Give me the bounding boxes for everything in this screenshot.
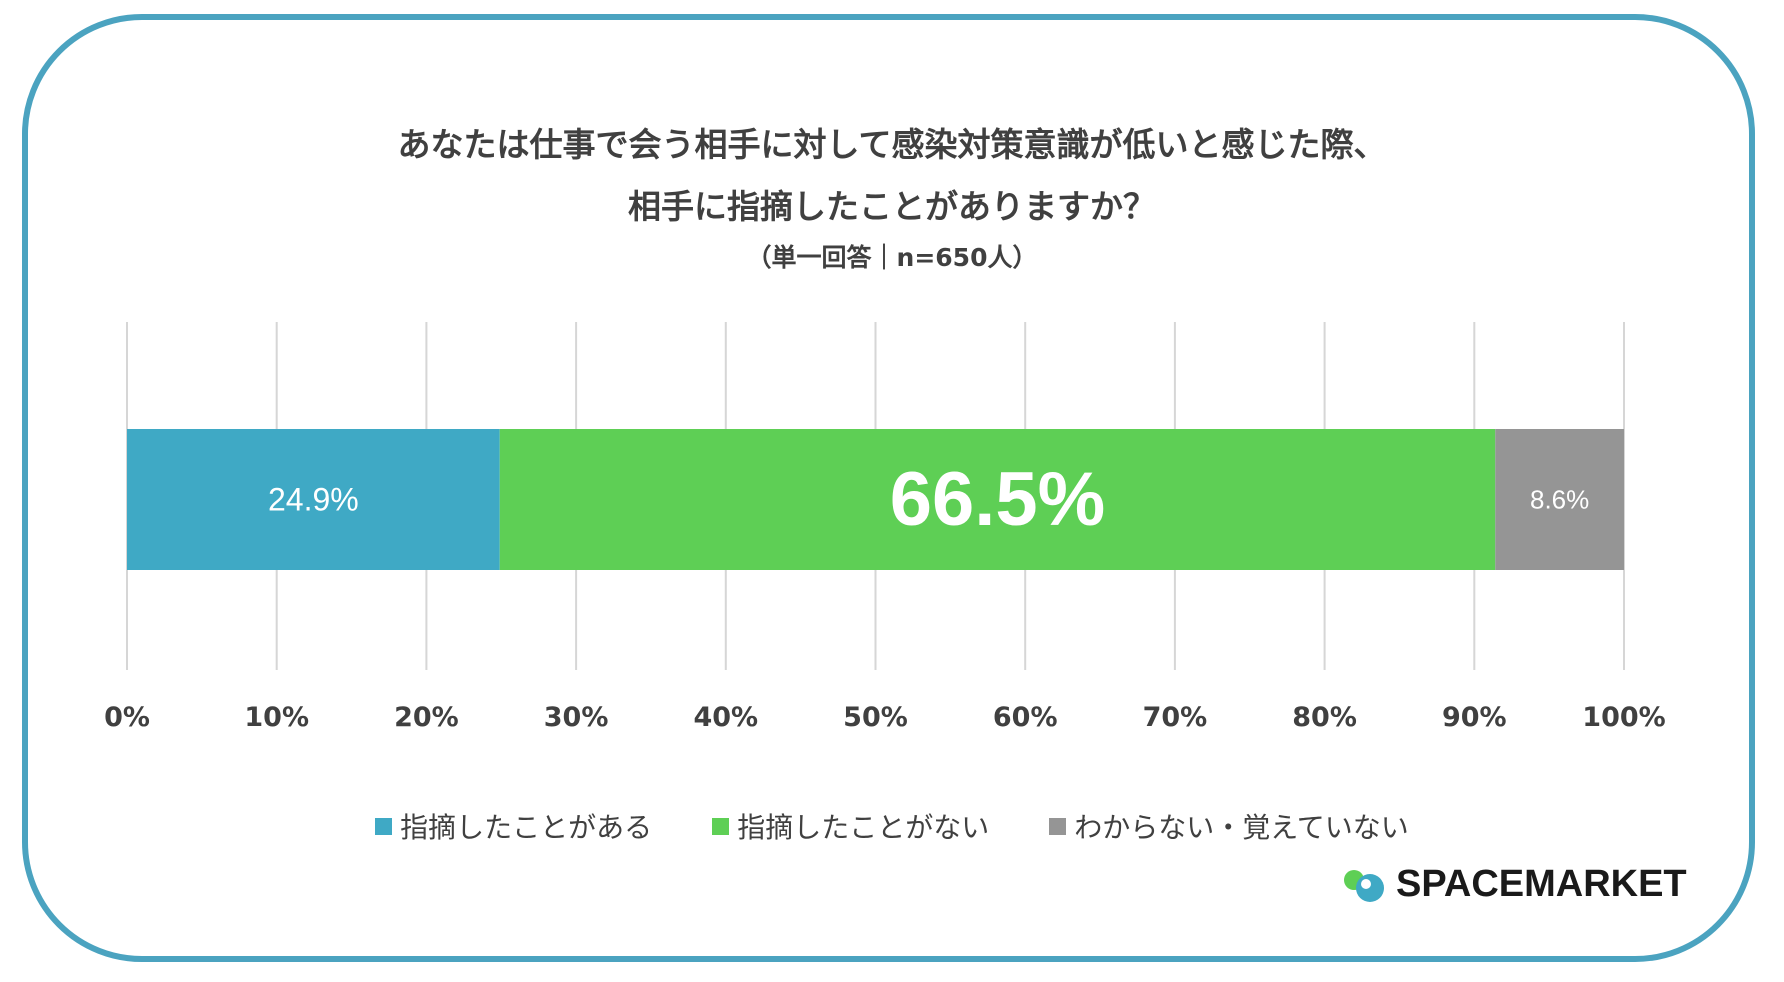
x-tick-label: 90% <box>1442 702 1507 733</box>
spacemarket-logo-icon <box>1344 870 1384 902</box>
data-label-1: 24.9% <box>268 482 359 518</box>
legend-label: わからない・覚えていない <box>1074 811 1409 844</box>
legend-label: 指摘したことがない <box>737 811 990 844</box>
data-label-2: 66.5% <box>890 457 1106 542</box>
data-label-3: 8.6% <box>1530 485 1589 515</box>
bar-segment-2 <box>499 429 1496 570</box>
x-tick-label: 50% <box>843 702 908 733</box>
x-tick-label: 100% <box>1582 702 1665 733</box>
x-tick-label: 10% <box>244 702 309 733</box>
chart-title-line2: 相手に指摘したことがありますか？ <box>628 187 1156 226</box>
legend-swatch <box>1049 817 1067 835</box>
x-tick-label: 20% <box>394 702 459 733</box>
x-tick-label: 80% <box>1292 702 1357 733</box>
chart-subtitle: （単一回答｜n=650人） <box>746 243 1038 272</box>
x-tick-label: 40% <box>693 702 758 733</box>
brand-logo: SPACEMARKET <box>1340 860 1687 908</box>
chart-title-line1: あなたは仕事で会う相手に対して感染対策意識が低いと感じた際、 <box>397 125 1387 164</box>
legend-label: 指摘したことがある <box>400 811 653 844</box>
legend-swatch <box>375 817 393 835</box>
bar-segment-3 <box>1495 429 1624 570</box>
x-tick-label: 30% <box>544 702 609 733</box>
x-tick-label: 60% <box>993 702 1058 733</box>
legend-item-3: わからない・覚えていない <box>1049 806 1409 846</box>
x-tick-label: 70% <box>1143 702 1208 733</box>
bar-segment-1 <box>127 429 500 570</box>
legend-item-1: 指摘したことがある <box>375 806 652 846</box>
brand-name: SPACEMARKET <box>1396 862 1687 905</box>
legend-swatch <box>712 817 730 835</box>
legend-item-2: 指摘したことがない <box>712 806 989 846</box>
legend: 指摘したことがある 指摘したことがない わからない・覚えていない <box>0 806 1784 846</box>
x-tick-label: 0% <box>104 702 150 733</box>
